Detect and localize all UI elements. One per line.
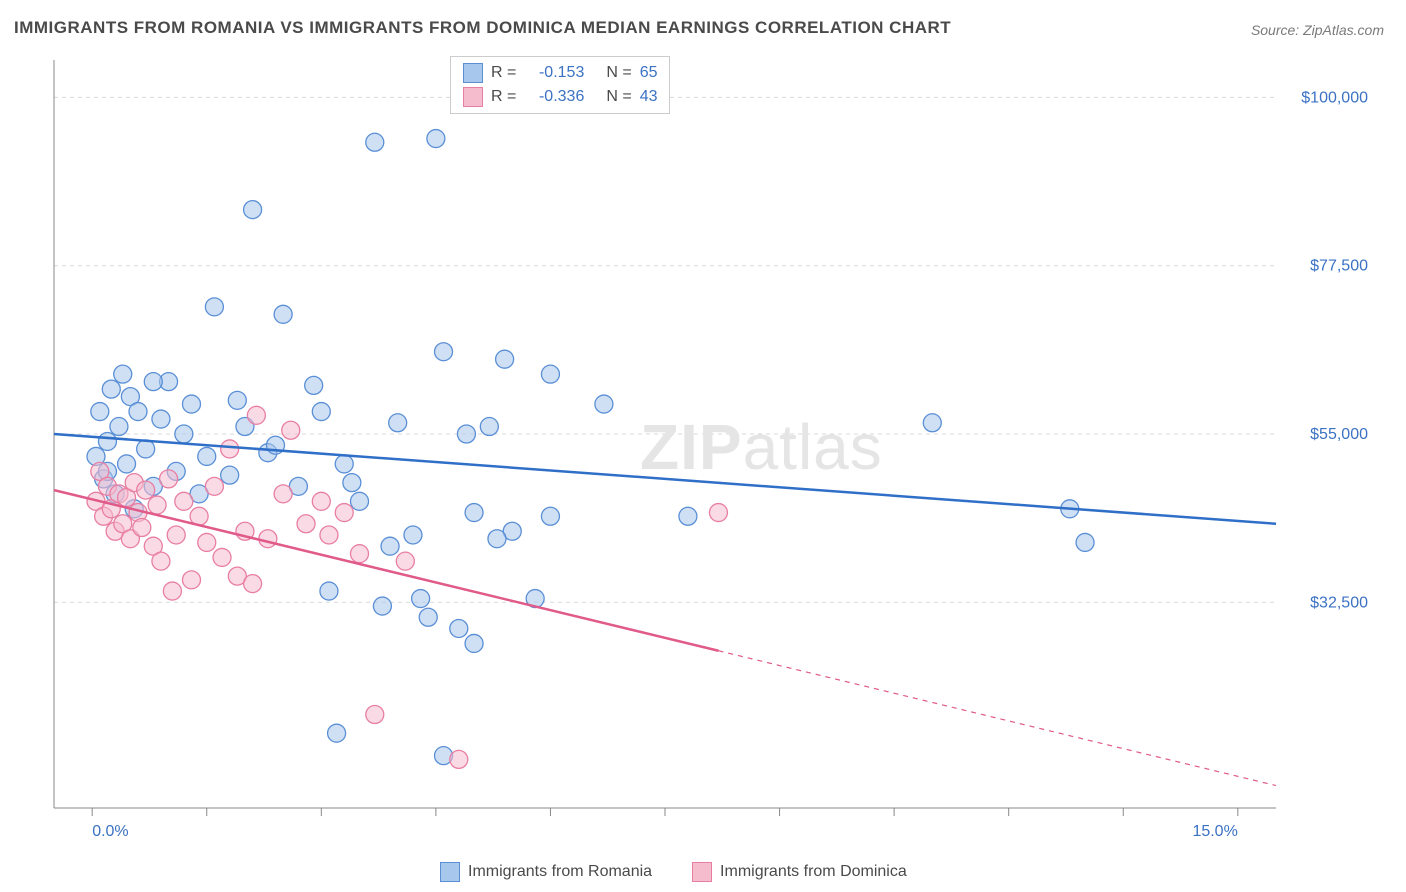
- legend-item-dominica: Immigrants from Dominica: [692, 862, 907, 882]
- chart-title: IMMIGRANTS FROM ROMANIA VS IMMIGRANTS FR…: [14, 18, 951, 38]
- svg-text:15.0%: 15.0%: [1192, 823, 1237, 840]
- svg-text:$100,000: $100,000: [1301, 89, 1368, 106]
- swatch-icon: [463, 63, 483, 83]
- source-attribution: Source: ZipAtlas.com: [1251, 22, 1384, 38]
- svg-text:$77,500: $77,500: [1310, 258, 1368, 275]
- r-value: -0.336: [524, 88, 584, 106]
- legend-row: R = -0.153 N = 65: [463, 63, 657, 83]
- legend-row: R = -0.336 N = 43: [463, 87, 657, 107]
- svg-text:0.0%: 0.0%: [92, 823, 128, 840]
- r-label: R =: [491, 64, 516, 82]
- legend-item-romania: Immigrants from Romania: [440, 862, 652, 882]
- r-value: -0.153: [524, 64, 584, 82]
- n-value: 43: [640, 88, 658, 106]
- n-label: N =: [606, 64, 631, 82]
- swatch-dominica: [692, 862, 712, 882]
- legend-label: Immigrants from Dominica: [720, 863, 907, 881]
- swatch-icon: [463, 87, 483, 107]
- scatter-plot: $32,500 $55,000 $77,500 $100,000 0.0% 15.0%: [46, 54, 1386, 844]
- svg-text:$55,000: $55,000: [1310, 426, 1368, 443]
- r-label: R =: [491, 88, 516, 106]
- legend-label: Immigrants from Romania: [468, 863, 652, 881]
- svg-text:$32,500: $32,500: [1310, 594, 1368, 611]
- n-label: N =: [606, 88, 631, 106]
- series-legend: Immigrants from Romania Immigrants from …: [440, 862, 907, 882]
- swatch-romania: [440, 862, 460, 882]
- n-value: 65: [640, 64, 658, 82]
- correlation-legend: R = -0.153 N = 65 R = -0.336 N = 43: [450, 56, 670, 114]
